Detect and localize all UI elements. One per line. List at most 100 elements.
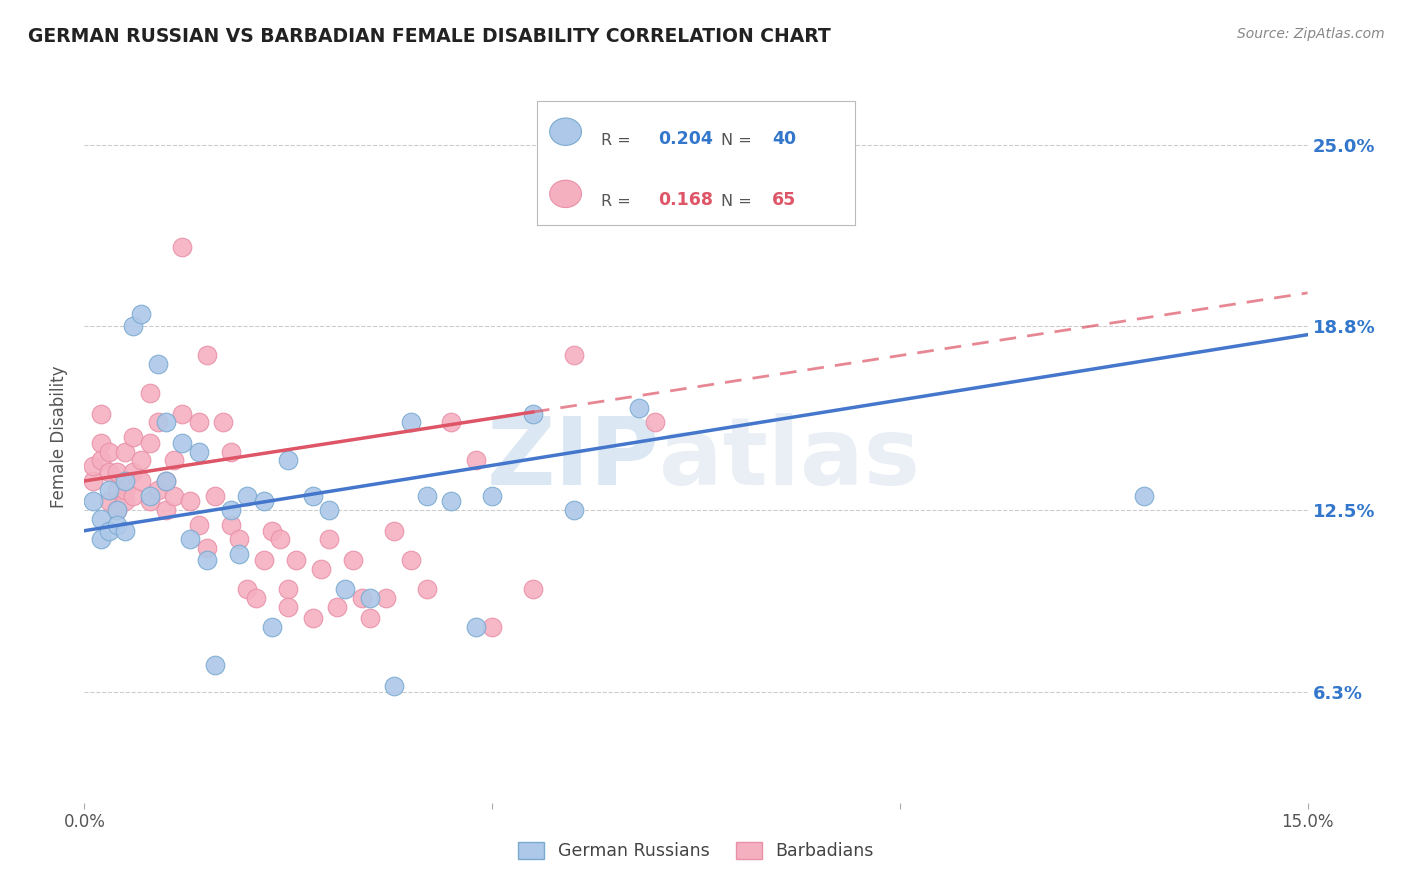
Point bbox=[105, 503, 128, 517]
Point bbox=[219, 503, 242, 517]
Point bbox=[204, 489, 226, 503]
Point bbox=[416, 489, 439, 503]
Point bbox=[97, 494, 120, 508]
Point bbox=[359, 591, 381, 605]
Point bbox=[1133, 489, 1156, 503]
Text: GERMAN RUSSIAN VS BARBADIAN FEMALE DISABILITY CORRELATION CHART: GERMAN RUSSIAN VS BARBADIAN FEMALE DISAB… bbox=[28, 27, 831, 45]
Point bbox=[277, 599, 299, 614]
Point bbox=[122, 318, 145, 333]
Point bbox=[253, 553, 276, 567]
Point bbox=[105, 465, 128, 479]
Point bbox=[219, 517, 242, 532]
Point bbox=[522, 582, 544, 597]
Point bbox=[350, 591, 373, 605]
Point bbox=[277, 582, 299, 597]
Point bbox=[481, 489, 503, 503]
Point bbox=[416, 582, 439, 597]
Point bbox=[301, 489, 323, 503]
Point bbox=[97, 465, 120, 479]
Point bbox=[187, 517, 209, 532]
Point bbox=[163, 453, 186, 467]
Point bbox=[195, 541, 218, 556]
Point bbox=[97, 444, 120, 458]
Point bbox=[90, 407, 112, 421]
Point bbox=[253, 494, 276, 508]
Point bbox=[627, 401, 650, 415]
Point bbox=[172, 407, 194, 421]
Point bbox=[138, 386, 160, 401]
Point bbox=[245, 591, 267, 605]
Point bbox=[342, 553, 364, 567]
Point bbox=[195, 553, 218, 567]
Point bbox=[359, 611, 381, 625]
Point bbox=[163, 489, 186, 503]
Point bbox=[122, 465, 145, 479]
Point bbox=[464, 620, 486, 634]
Point bbox=[285, 553, 308, 567]
Point bbox=[382, 679, 405, 693]
Point bbox=[155, 474, 177, 488]
Point bbox=[146, 483, 169, 497]
Point bbox=[212, 416, 235, 430]
Point bbox=[179, 494, 201, 508]
Point bbox=[440, 494, 463, 508]
Point bbox=[90, 512, 112, 526]
Point bbox=[90, 533, 112, 547]
Point bbox=[138, 494, 160, 508]
Point bbox=[375, 591, 398, 605]
Point bbox=[522, 407, 544, 421]
Point bbox=[114, 483, 136, 497]
Point bbox=[131, 453, 153, 467]
Point bbox=[382, 524, 405, 538]
Point bbox=[146, 416, 169, 430]
Point bbox=[90, 436, 112, 450]
Point bbox=[187, 444, 209, 458]
Point bbox=[172, 240, 194, 254]
Point bbox=[399, 553, 422, 567]
Point bbox=[155, 416, 177, 430]
Text: Source: ZipAtlas.com: Source: ZipAtlas.com bbox=[1237, 27, 1385, 41]
Point bbox=[105, 503, 128, 517]
Point bbox=[155, 474, 177, 488]
Point bbox=[228, 533, 250, 547]
Point bbox=[105, 483, 128, 497]
Point bbox=[562, 348, 585, 362]
Y-axis label: Female Disability: Female Disability bbox=[51, 366, 69, 508]
Point bbox=[155, 503, 177, 517]
Point bbox=[97, 524, 120, 538]
Point bbox=[131, 307, 153, 321]
Point bbox=[335, 582, 357, 597]
Point bbox=[236, 582, 259, 597]
Point bbox=[219, 444, 242, 458]
Point bbox=[179, 533, 201, 547]
Point bbox=[97, 483, 120, 497]
Point bbox=[122, 489, 145, 503]
Point bbox=[309, 562, 332, 576]
Point bbox=[260, 620, 283, 634]
Point bbox=[260, 524, 283, 538]
Point bbox=[114, 524, 136, 538]
Point bbox=[481, 620, 503, 634]
Legend: German Russians, Barbadians: German Russians, Barbadians bbox=[510, 835, 882, 867]
Point bbox=[82, 474, 104, 488]
Point bbox=[82, 459, 104, 474]
Point bbox=[236, 489, 259, 503]
Point bbox=[301, 611, 323, 625]
Point bbox=[464, 453, 486, 467]
Point bbox=[644, 416, 666, 430]
Point bbox=[131, 474, 153, 488]
Point bbox=[204, 658, 226, 673]
Point bbox=[228, 547, 250, 561]
Point bbox=[172, 436, 194, 450]
Text: atlas: atlas bbox=[659, 413, 921, 505]
Point bbox=[399, 416, 422, 430]
Point bbox=[114, 444, 136, 458]
Point bbox=[146, 357, 169, 371]
Point bbox=[318, 533, 340, 547]
Point bbox=[114, 474, 136, 488]
Point bbox=[105, 517, 128, 532]
Point bbox=[114, 494, 136, 508]
Point bbox=[440, 416, 463, 430]
Point bbox=[82, 494, 104, 508]
Point bbox=[318, 503, 340, 517]
